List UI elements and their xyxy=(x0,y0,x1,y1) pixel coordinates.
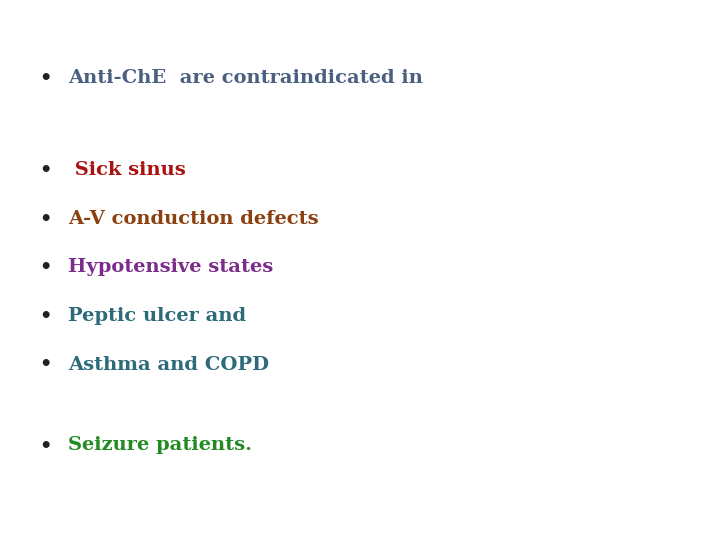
Text: Anti-ChE  are contraindicated in: Anti-ChE are contraindicated in xyxy=(68,69,423,87)
Text: Asthma and COPD: Asthma and COPD xyxy=(68,355,269,374)
Text: •: • xyxy=(40,355,52,374)
Text: •: • xyxy=(40,307,52,325)
Text: •: • xyxy=(40,210,52,228)
Text: A-V conduction defects: A-V conduction defects xyxy=(68,210,319,228)
Text: Seizure patients.: Seizure patients. xyxy=(68,436,253,455)
Text: •: • xyxy=(40,436,52,455)
Text: •: • xyxy=(40,69,52,87)
Text: Hypotensive states: Hypotensive states xyxy=(68,258,274,276)
Text: •: • xyxy=(40,258,52,276)
Text: Peptic ulcer and: Peptic ulcer and xyxy=(68,307,246,325)
Text: Sick sinus: Sick sinus xyxy=(68,161,186,179)
Text: •: • xyxy=(40,161,52,179)
